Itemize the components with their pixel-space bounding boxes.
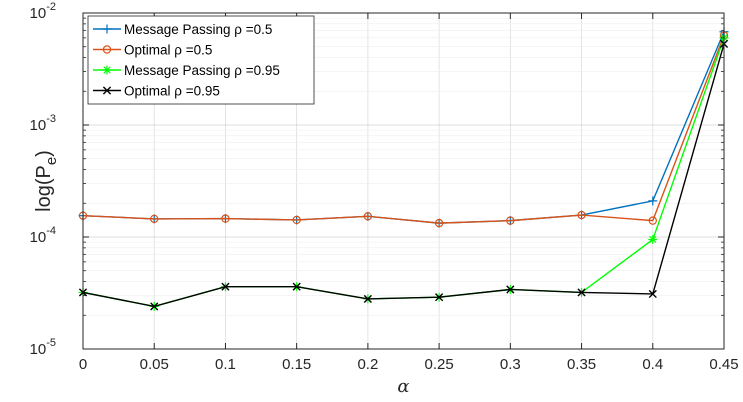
series-line	[82, 43, 725, 308]
asterisk-marker	[102, 65, 112, 75]
legend-entry: Message Passing ρ =0.95	[93, 63, 280, 78]
legend-entry: Optimal ρ =0.5	[93, 43, 212, 58]
circle-marker	[434, 218, 444, 228]
x-tick-label: 0.05	[140, 356, 169, 373]
circle-marker	[102, 45, 112, 54]
cross-marker	[150, 302, 159, 311]
legend-label: Message Passing ρ =0.5	[124, 22, 272, 37]
legend-box	[87, 15, 315, 105]
x-tick-label: 0.35	[567, 356, 596, 373]
legend-label: Optimal ρ =0.5	[124, 43, 212, 58]
y-axis-label: log(Pe)	[33, 150, 60, 212]
y-tick-label: 10-3	[30, 113, 56, 134]
circle-marker	[221, 214, 230, 223]
legend-entry: Message Passing ρ =0.5	[93, 22, 272, 37]
svg-text:log(Pe): log(Pe)	[33, 150, 60, 212]
cross-marker	[506, 285, 515, 294]
series	[78, 39, 729, 311]
x-tick-label: 0.15	[282, 356, 311, 373]
y-tick-label: 10-4	[30, 225, 56, 246]
circle-marker	[648, 216, 657, 225]
cross-marker	[221, 282, 230, 291]
y-axis-label-main: log(P	[33, 165, 55, 212]
axis-ticks	[82, 12, 725, 350]
x-tick-label: 0.3	[500, 356, 521, 373]
cross-marker	[435, 293, 444, 302]
x-tick-labels: 0 0.05 0.1 0.15 0.2 0.25 0.3 0.35 0.4 0.45	[79, 356, 739, 373]
cross-marker	[292, 282, 301, 291]
legend: Message Passing ρ =0.5 Optimal ρ =0.5 Mess…	[87, 15, 315, 105]
x-tick-label: 0.1	[215, 356, 236, 373]
y-tick-label: 10-5	[30, 337, 56, 358]
legend-label: Message Passing ρ =0.95	[124, 63, 280, 78]
cross-marker	[648, 289, 657, 299]
plot-frame	[82, 12, 725, 350]
series-line	[82, 35, 725, 224]
plus-marker	[102, 24, 112, 34]
plus-marker	[648, 196, 658, 206]
x-axis-label: α	[397, 376, 409, 397]
legend-label: Optimal ρ =0.95	[124, 84, 220, 99]
x-tick-label: 0.25	[425, 356, 454, 373]
circle-marker	[577, 210, 586, 220]
x-tick-label: 0.45	[709, 356, 738, 373]
legend-entry: Optimal ρ =0.95	[93, 84, 220, 99]
circle-marker	[150, 214, 159, 224]
y-axis-label-sub: e	[43, 157, 60, 165]
x-tick-label: 0.4	[642, 356, 663, 373]
circle-marker	[292, 215, 301, 225]
y-tick-labels: 10-5 10-4 10-3 10-2	[30, 1, 56, 358]
y-tick-label: 10-2	[30, 1, 56, 22]
asterisk-marker	[648, 234, 658, 244]
cross-marker	[577, 288, 586, 297]
y-axis-label-close: )	[33, 150, 55, 157]
circle-marker	[506, 216, 515, 225]
x-tick-label: 0.2	[357, 356, 378, 373]
circle-marker	[363, 212, 373, 221]
cross-marker	[102, 86, 112, 95]
x-tick-label: 0	[79, 356, 87, 373]
cross-marker	[363, 294, 372, 304]
